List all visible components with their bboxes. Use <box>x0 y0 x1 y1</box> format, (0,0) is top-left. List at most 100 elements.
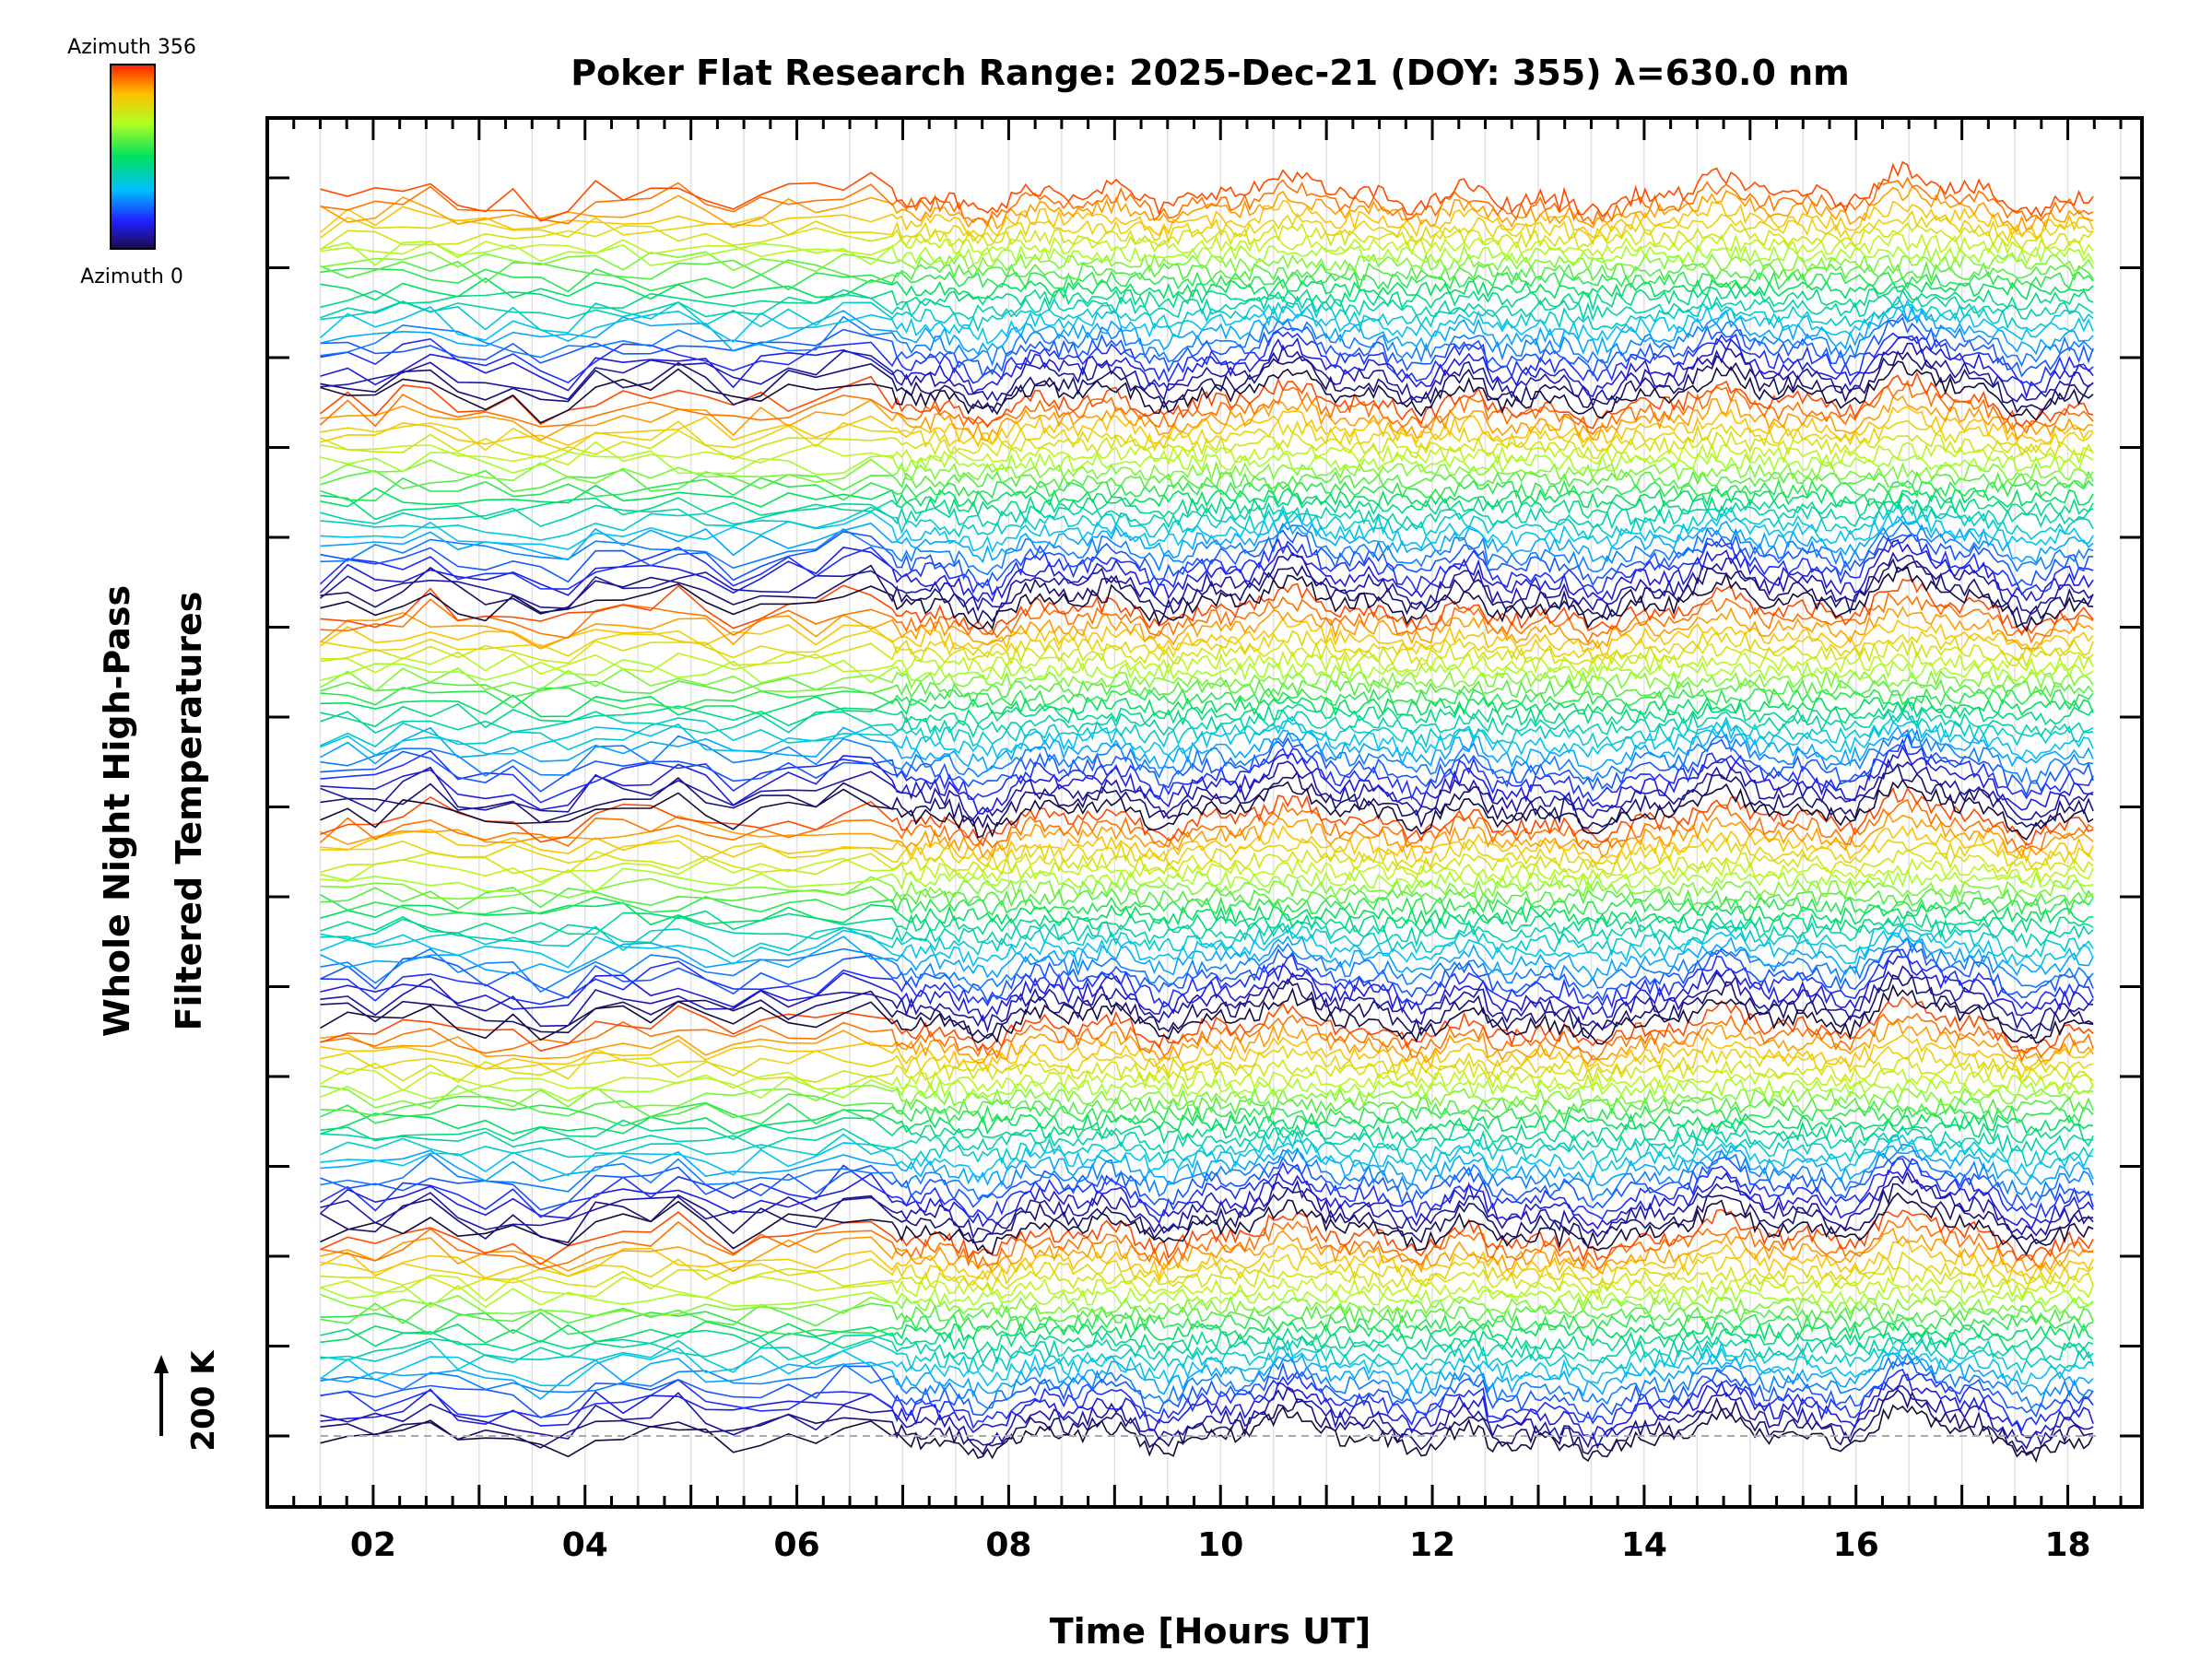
trace-line <box>320 394 2094 442</box>
scale-bar-arrow-icon <box>154 1355 169 1373</box>
trace-line <box>320 566 2094 632</box>
trace-line <box>320 932 2094 982</box>
trace-line <box>320 901 2094 926</box>
x-axis-label: Time [Hours UT] <box>1050 1611 1371 1652</box>
trace-line <box>320 965 2094 1034</box>
trace-line <box>320 350 2094 414</box>
trace-line <box>320 942 2094 1005</box>
plot-frame <box>265 116 2144 1509</box>
trace-line <box>320 1155 2094 1211</box>
trace-line <box>320 1208 2094 1265</box>
traces <box>319 160 2094 1464</box>
trace-line <box>320 1352 2094 1410</box>
trace-line <box>320 1264 2094 1294</box>
trace-line <box>320 160 2094 222</box>
trace-line <box>320 1171 2094 1240</box>
trace-line <box>319 539 2094 603</box>
trace-line <box>320 1274 2094 1302</box>
trace-line <box>320 1320 2094 1344</box>
trace-line <box>320 1338 2094 1376</box>
trace-line <box>320 419 2094 454</box>
trace-line <box>320 910 2094 937</box>
trace-line <box>320 1326 2094 1354</box>
trace-line <box>320 1084 2094 1110</box>
trace-line <box>320 1238 2094 1282</box>
trace-line <box>320 295 2094 334</box>
trace-line <box>320 725 2094 772</box>
trace-line <box>320 1143 2094 1202</box>
trace-line <box>320 1077 2094 1102</box>
trace-line <box>320 277 2094 301</box>
trace-line <box>320 983 2094 1045</box>
trace-line <box>320 510 2094 554</box>
x-tick-label-02: 02 <box>350 1526 396 1564</box>
trace-line <box>320 758 2094 821</box>
trace-line <box>320 342 2094 408</box>
trace-line <box>320 1227 2094 1276</box>
trace-line <box>320 708 2094 738</box>
trace-line <box>320 639 2094 668</box>
trace-line <box>320 1158 2094 1220</box>
trace-line <box>320 1340 2094 1387</box>
x-tick-label-14: 14 <box>1621 1526 1667 1564</box>
trace-line <box>320 1124 2094 1155</box>
trace-line <box>320 915 2094 949</box>
trace-line <box>320 1192 2094 1256</box>
trace-line <box>319 379 2094 435</box>
trace-line <box>320 331 2094 387</box>
trace-line <box>320 700 2094 729</box>
trace-line <box>320 312 2094 368</box>
trace-line <box>320 558 2094 625</box>
trace-line <box>320 450 2094 476</box>
trace-line <box>320 1019 2094 1065</box>
trace-line <box>320 836 2094 870</box>
trace-line <box>320 732 2094 797</box>
trace-line <box>320 371 2094 429</box>
trace-line <box>320 650 2094 676</box>
trace-line <box>319 534 2094 596</box>
trace-line <box>320 811 2094 859</box>
trace-line <box>320 894 2094 917</box>
trace-line <box>320 712 2094 751</box>
trace-line <box>320 1385 2094 1450</box>
trace-line <box>320 232 2094 259</box>
trace-line <box>320 667 2094 693</box>
trace-line <box>320 1351 2094 1400</box>
trace-line <box>319 1166 2094 1230</box>
trace-line <box>320 1034 2094 1074</box>
trace-line <box>320 1368 2094 1432</box>
trace-line <box>320 686 2094 710</box>
trace-line <box>320 502 2094 541</box>
trace-line <box>320 867 2094 893</box>
trace-line <box>320 514 2094 565</box>
trace-line <box>320 1144 2094 1188</box>
trace-line <box>320 955 2094 1022</box>
trace-line <box>320 1117 2094 1145</box>
trace-line <box>320 441 2094 466</box>
trace-line <box>320 824 2094 865</box>
trace-line <box>320 1109 2094 1135</box>
trace-line <box>320 973 2094 1040</box>
trace-line <box>320 1067 2094 1093</box>
trace-line <box>320 521 2094 576</box>
trace-line <box>320 284 2094 312</box>
colorbar <box>110 64 156 250</box>
trace-line <box>320 848 2094 876</box>
trace-line <box>320 745 2094 815</box>
trace-line <box>320 857 2094 884</box>
trace-line <box>320 429 2094 460</box>
trace-line <box>320 936 2094 994</box>
trace-line <box>320 1373 2094 1441</box>
scale-bar-label: 200 K <box>185 1349 222 1452</box>
trace-line <box>320 1301 2094 1327</box>
x-tick-label-10: 10 <box>1197 1526 1243 1564</box>
trace-line <box>319 199 2094 239</box>
trace-line <box>320 477 2094 502</box>
trace-line <box>320 259 2094 284</box>
chart-title: Poker Flat Research Range: 2025-Dec-21 (… <box>571 53 1850 93</box>
trace-line <box>320 251 2094 274</box>
x-tick-label-12: 12 <box>1409 1526 1455 1564</box>
x-tick-label-04: 04 <box>562 1526 608 1564</box>
x-tick-label-08: 08 <box>985 1526 1031 1564</box>
